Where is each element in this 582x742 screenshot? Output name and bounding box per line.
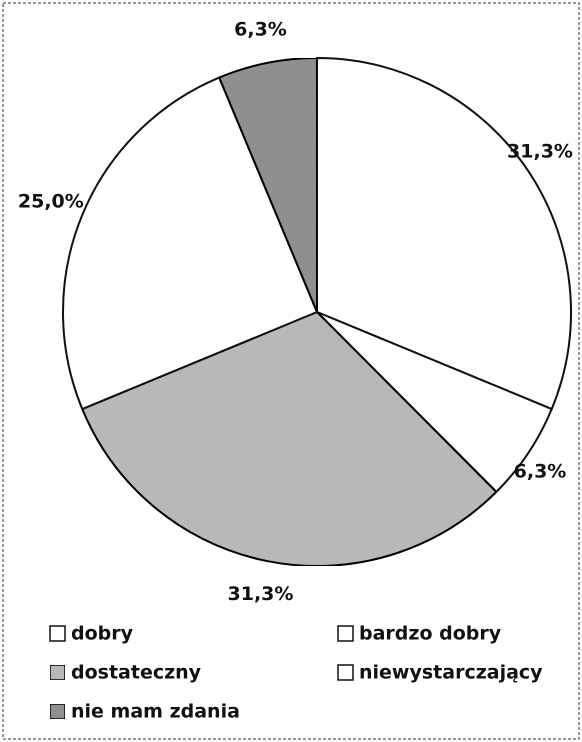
data-label: 31,3% [507, 140, 573, 162]
data-label: 25,0% [18, 190, 84, 212]
legend-swatch [337, 664, 354, 681]
legend-label: nie mam zdania [71, 701, 240, 723]
pie-slice [316, 56, 572, 411]
legend-label: niewystarczający [359, 662, 543, 684]
legend-label: dobry [71, 623, 134, 645]
data-label: 31,3% [228, 583, 294, 605]
legend-swatch [49, 664, 66, 681]
legend-label: dostateczny [71, 662, 202, 684]
legend-swatch [49, 625, 66, 642]
pie-slice [80, 310, 498, 567]
data-label: 6,3% [234, 19, 287, 41]
legend-swatch [337, 625, 354, 642]
pie-slice [217, 56, 318, 313]
legend-swatch [49, 703, 66, 720]
data-label: 6,3% [514, 461, 567, 483]
legend-label: bardzo dobry [359, 623, 502, 645]
